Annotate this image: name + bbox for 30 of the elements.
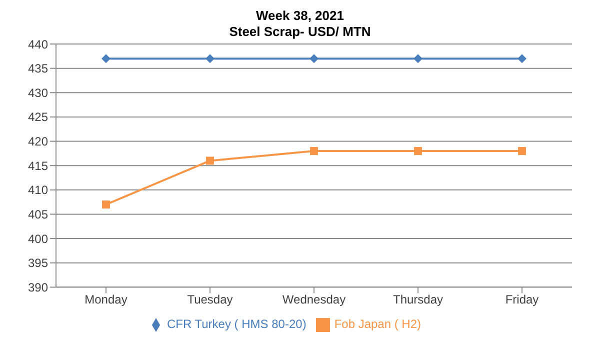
y-tick-label: 410 (28, 183, 48, 198)
y-tick-label: 400 (28, 232, 48, 246)
point (310, 146, 318, 155)
point (518, 54, 526, 64)
x-tick-label: Wednesday (282, 292, 346, 307)
legend-label: Fob Japan ( H2) (334, 317, 422, 332)
x-tick-label: Thursday (392, 292, 444, 307)
y-tick-label: 430 (28, 86, 48, 100)
point (206, 54, 214, 64)
x-tick-label: Tuesday (187, 292, 233, 307)
point (310, 54, 318, 64)
y-tick-label: 420 (28, 134, 48, 149)
chart-title: Week 38, 2021 (255, 8, 345, 24)
y-tick-label: 405 (28, 207, 48, 222)
point (414, 146, 422, 155)
y-tick-label: 440 (28, 37, 48, 52)
y-tick-label: 390 (28, 280, 48, 294)
point (414, 54, 422, 64)
y-tick-label: 435 (28, 62, 48, 76)
point (102, 54, 110, 64)
chart-subtitle: Steel Scrap- USD/ MTN (229, 24, 371, 39)
y-tick-label: 425 (28, 110, 48, 124)
x-tick-label: Friday (505, 292, 539, 307)
point (518, 146, 526, 155)
y-tick-label: 415 (28, 158, 48, 173)
y-tick-label: 395 (28, 256, 48, 270)
point (102, 200, 110, 208)
point (206, 156, 214, 165)
x-tick-label: Monday (84, 292, 128, 307)
legend-label: CFR Turkey ( HMS 80-20) (166, 317, 306, 332)
